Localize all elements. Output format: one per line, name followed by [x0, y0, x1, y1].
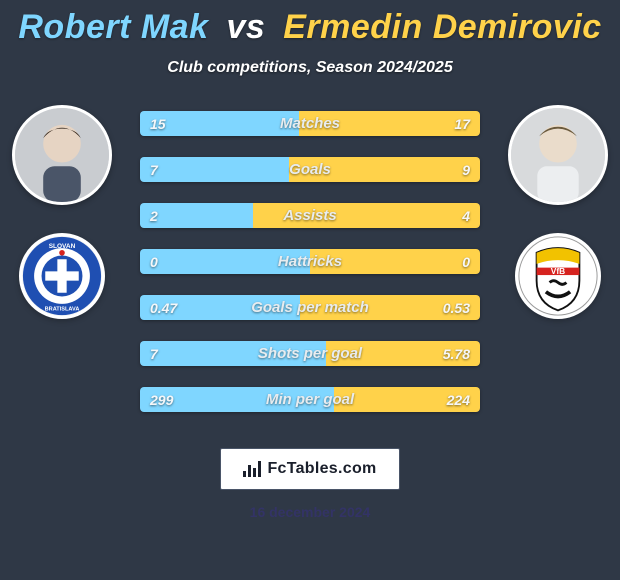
- stat-bar-left: [140, 111, 299, 136]
- stat-row: Min per goal299224: [140, 387, 480, 412]
- club-crest-icon: VfB: [518, 233, 598, 319]
- club-crest-icon: SLOVAN BRATISLAVA: [22, 233, 102, 319]
- stat-bar-left: [140, 249, 310, 274]
- person-icon: [15, 108, 109, 202]
- svg-text:SLOVAN: SLOVAN: [49, 243, 76, 250]
- subtitle: Club competitions, Season 2024/2025: [0, 59, 620, 77]
- player1-avatar: [12, 105, 112, 205]
- stat-bar-left: [140, 387, 334, 412]
- brand-text: FcTables.com: [267, 460, 376, 478]
- person-icon: [511, 108, 605, 202]
- stat-row: Assists24: [140, 203, 480, 228]
- svg-text:BRATISLAVA: BRATISLAVA: [45, 306, 80, 312]
- stat-bar-right: [300, 295, 480, 320]
- comparison-card: Robert Mak vs Ermedin Demirovic Club com…: [0, 0, 620, 580]
- stat-bar-right: [289, 157, 480, 182]
- left-column: SLOVAN BRATISLAVA: [12, 105, 112, 319]
- stat-bars: Matches1517 Goals79 Assists24 Hattricks00 Go…: [140, 111, 480, 412]
- stat-row: Matches1517: [140, 111, 480, 136]
- title-player1: Robert Mak: [18, 8, 208, 46]
- stat-row: Hattricks00: [140, 249, 480, 274]
- date-text: 16 december 2024: [250, 504, 371, 520]
- bar-chart-icon: [243, 461, 261, 477]
- brand-logo: FcTables.com: [220, 448, 400, 490]
- player1-club-badge: SLOVAN BRATISLAVA: [19, 233, 105, 319]
- stat-bar-right: [299, 111, 480, 136]
- page-title: Robert Mak vs Ermedin Demirovic: [0, 8, 620, 47]
- stat-bar-left: [140, 203, 253, 228]
- stat-bar-right: [334, 387, 480, 412]
- title-vs: vs: [226, 8, 265, 46]
- main-area: SLOVAN BRATISLAVA: [0, 105, 620, 445]
- svg-text:VfB: VfB: [551, 266, 565, 276]
- stat-row: Goals per match0.470.53: [140, 295, 480, 320]
- stat-bar-left: [140, 157, 289, 182]
- stat-bar-right: [310, 249, 480, 274]
- stat-bar-right: [253, 203, 480, 228]
- stat-row: Goals79: [140, 157, 480, 182]
- stat-bar-right: [326, 341, 480, 366]
- right-column: VfB: [508, 105, 608, 319]
- player2-club-badge: VfB: [515, 233, 601, 319]
- player2-avatar: [508, 105, 608, 205]
- title-player2: Ermedin Demirovic: [283, 8, 601, 46]
- stat-row: Shots per goal75.78: [140, 341, 480, 366]
- stat-bar-left: [140, 341, 326, 366]
- footer: FcTables.com 16 december 2024: [220, 448, 400, 520]
- stat-bar-left: [140, 295, 300, 320]
